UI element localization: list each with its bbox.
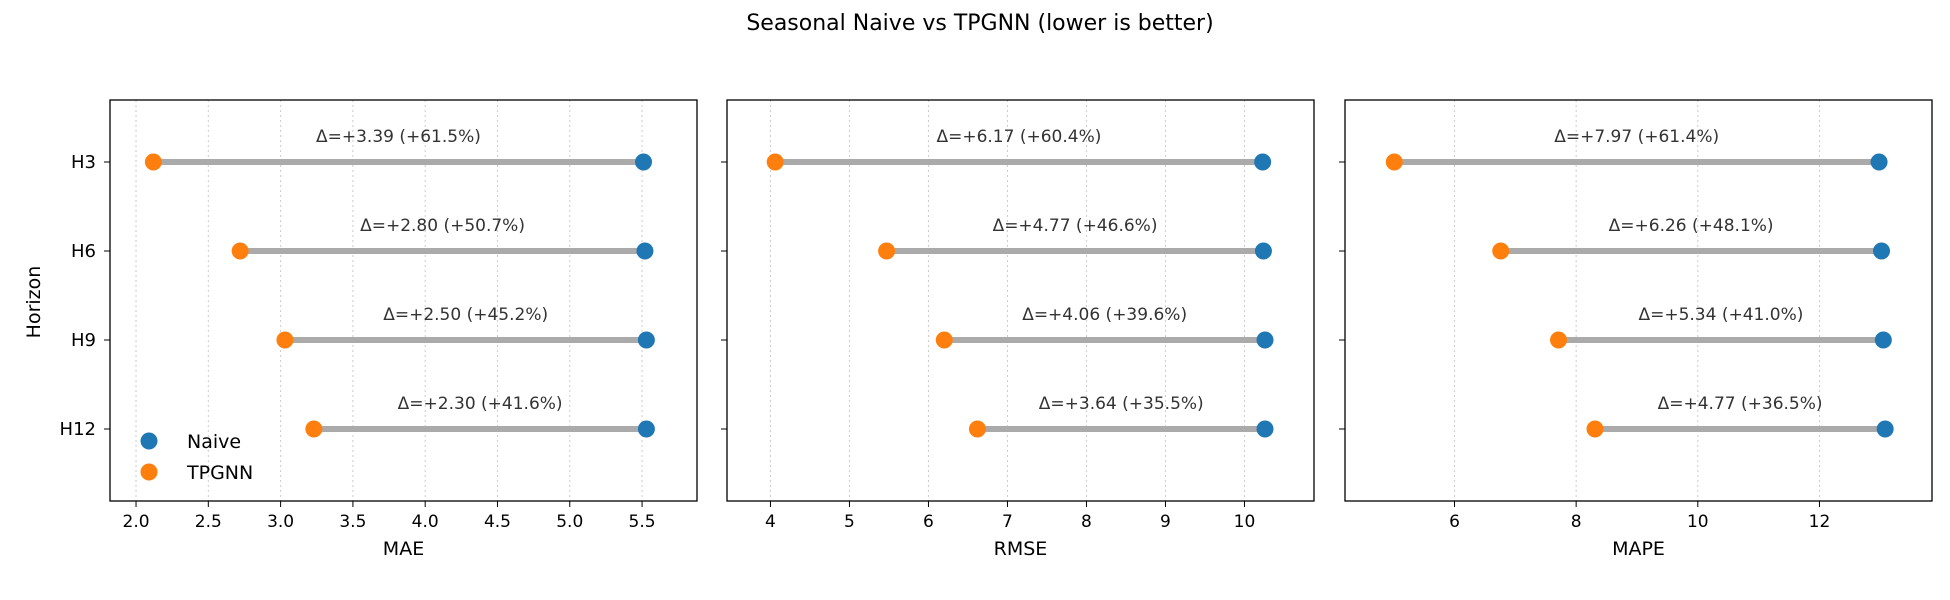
x-tick-label: 10 xyxy=(1234,512,1256,532)
tpgnn-point xyxy=(1385,153,1403,171)
delta-annotation: Δ=+3.64 (+35.5%) xyxy=(1039,394,1204,414)
x-tick-label: 10 xyxy=(1687,512,1709,532)
delta-annotation: Δ=+5.34 (+41.0%) xyxy=(1638,305,1803,325)
x-tick-label: 2.0 xyxy=(123,512,150,532)
delta-annotation: Δ=+2.80 (+50.7%) xyxy=(360,216,525,236)
x-tick-label: 4.0 xyxy=(412,512,439,532)
panel-rmse: 4 5 6 7 8 9 10 RMSE Δ=+6.17 (+60.4%) Δ=+4.77 (+46… xyxy=(721,99,1315,560)
x-tick-label: 4.5 xyxy=(484,512,511,532)
x-tick-label: 8 xyxy=(1571,512,1582,532)
x-tick-label: 3.0 xyxy=(267,512,294,532)
plot-frame xyxy=(109,99,698,502)
naive-point xyxy=(637,420,655,438)
panel-mape: 6 8 10 12 MAPE Δ=+7.97 (+61.4%) Δ=+6.26 (+48.1… xyxy=(1339,99,1933,560)
x-tick-label: 5 xyxy=(844,512,855,532)
naive-point xyxy=(1876,420,1894,438)
delta-annotation: Δ=+2.30 (+41.6%) xyxy=(398,394,563,414)
tpgnn-point xyxy=(968,420,986,438)
tpgnn-point xyxy=(766,153,784,171)
plot-frame xyxy=(726,99,1315,502)
chart-title: Seasonal Naive vs TPGNN (lower is better… xyxy=(746,11,1213,36)
legend-label-naive: Naive xyxy=(187,431,241,453)
naive-point xyxy=(636,242,654,260)
legend-marker-tpgnn xyxy=(140,463,158,481)
delta-annotation: Δ=+7.97 (+61.4%) xyxy=(1554,127,1719,147)
naive-point xyxy=(1256,331,1274,349)
y-tick-label: H12 xyxy=(60,419,96,440)
naive-point xyxy=(1256,420,1274,438)
delta-annotation: Δ=+2.50 (+45.2%) xyxy=(383,305,548,325)
y-tick-label: H3 xyxy=(71,152,96,173)
naive-point xyxy=(637,331,655,349)
tpgnn-point xyxy=(144,153,162,171)
x-tick-label: 7 xyxy=(1002,512,1013,532)
tpgnn-point xyxy=(1492,242,1510,260)
tpgnn-point xyxy=(935,331,953,349)
delta-annotation: Δ=+6.17 (+60.4%) xyxy=(936,127,1101,147)
naive-point xyxy=(1254,153,1272,171)
delta-annotation: Δ=+4.77 (+36.5%) xyxy=(1658,394,1823,414)
x-axis-label: RMSE xyxy=(994,538,1048,560)
naive-point xyxy=(1254,242,1272,260)
delta-annotation: Δ=+4.77 (+46.6%) xyxy=(993,216,1158,236)
legend-label-tpgnn: TPGNN xyxy=(186,462,253,484)
tpgnn-point xyxy=(1586,420,1604,438)
x-tick-label: 4 xyxy=(765,512,776,532)
legend-marker-naive xyxy=(140,432,158,450)
y-tick-label: H6 xyxy=(71,241,96,262)
x-tick-label: 9 xyxy=(1160,512,1171,532)
tpgnn-point xyxy=(305,420,323,438)
tpgnn-point xyxy=(231,242,249,260)
tpgnn-point xyxy=(276,331,294,349)
delta-annotation: Δ=+3.39 (+61.5%) xyxy=(316,127,481,147)
delta-annotation: Δ=+4.06 (+39.6%) xyxy=(1022,305,1187,325)
delta-annotation: Δ=+6.26 (+48.1%) xyxy=(1609,216,1774,236)
x-tick-label: 2.5 xyxy=(195,512,222,532)
y-tick-label: H9 xyxy=(71,330,96,351)
x-tick-label: 5.5 xyxy=(629,512,656,532)
panel-mae: 2.0 2.5 3.0 3.5 4.0 4.5 5.0 5.5 MAE H3 H6 H9 H12 Δ=+3… xyxy=(60,99,698,560)
x-tick-label: 6 xyxy=(1449,512,1460,532)
legend: Naive TPGNN xyxy=(140,431,253,484)
tpgnn-point xyxy=(1550,331,1568,349)
x-tick-label: 12 xyxy=(1809,512,1831,532)
x-tick-label: 3.5 xyxy=(339,512,366,532)
naive-point xyxy=(635,153,653,171)
x-axis-label: MAE xyxy=(383,538,424,560)
naive-point xyxy=(1873,242,1891,260)
x-tick-label: 8 xyxy=(1081,512,1092,532)
tpgnn-point xyxy=(878,242,896,260)
y-axis-label: Horizon xyxy=(23,266,45,339)
x-tick-label: 6 xyxy=(923,512,934,532)
plot-frame xyxy=(1344,99,1933,502)
naive-point xyxy=(1870,153,1888,171)
naive-point xyxy=(1874,331,1892,349)
x-axis-label: MAPE xyxy=(1612,538,1665,560)
x-tick-label: 5.0 xyxy=(556,512,583,532)
